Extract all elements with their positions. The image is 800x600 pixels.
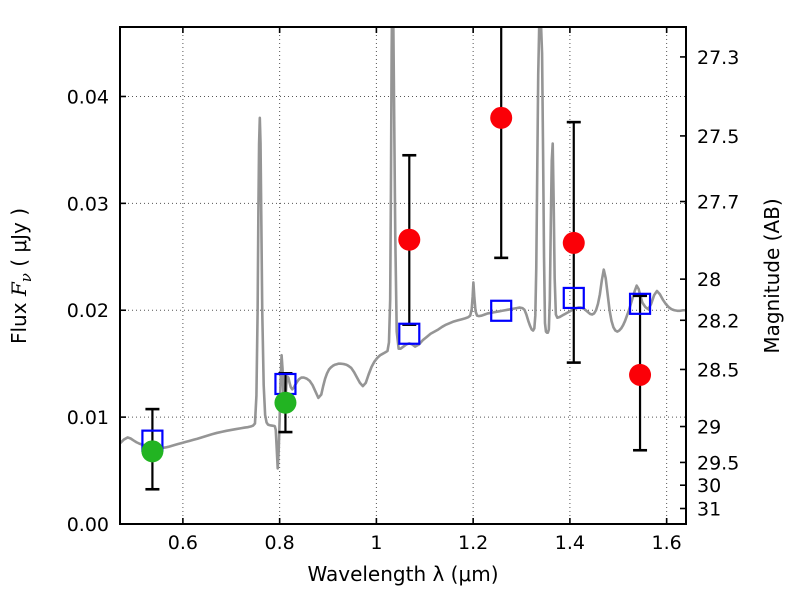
- grid-lines: [120, 27, 686, 524]
- y-axis-label: Flux Fν ( μJy ): [7, 208, 35, 344]
- axis-ticks: [120, 27, 686, 525]
- x-tick-label: 0.8: [265, 532, 295, 554]
- x-axis-label: Wavelength λ (μm): [307, 562, 498, 586]
- y2-tick-label: 27.5: [697, 126, 739, 148]
- y-tick-label: 0.02: [67, 300, 109, 322]
- x-tick-label: 0.6: [168, 532, 198, 554]
- y-tick-label: 0.03: [67, 193, 109, 215]
- x-tick-label: 1.2: [458, 532, 488, 554]
- axes-frame: [119, 26, 687, 525]
- x-tick-label: 1.4: [555, 532, 585, 554]
- y2-tick-label: 28.2: [697, 310, 739, 332]
- y2-axis-label: Magnitude (AB): [760, 198, 784, 353]
- y-tick-label: 0.04: [67, 86, 109, 108]
- y2-tick-label: 27.3: [697, 47, 739, 69]
- y2-tick-label: 29: [697, 417, 721, 439]
- y2-tick-label: 31: [697, 499, 721, 521]
- axis-tick-labels: 0.6 0.8 1 1.2 1.4 1.6 0.00 0.01 0.02 0.03 0.04 27.3…: [67, 47, 740, 554]
- x-tick-label: 1: [370, 532, 382, 554]
- data-point-markers: [141, 106, 652, 463]
- x-tick-label: 1.6: [652, 532, 682, 554]
- y-tick-label: 0.00: [67, 514, 109, 536]
- y2-tick-label: 27.7: [697, 192, 739, 214]
- y2-tick-label: 30: [697, 475, 721, 497]
- model-photometry-markers: [141, 286, 652, 452]
- y2-tick-label: 28: [697, 269, 721, 291]
- y2-tick-label: 28.5: [697, 359, 739, 381]
- y2-tick-label: 29.5: [697, 452, 739, 474]
- y-tick-label: 0.01: [67, 407, 109, 429]
